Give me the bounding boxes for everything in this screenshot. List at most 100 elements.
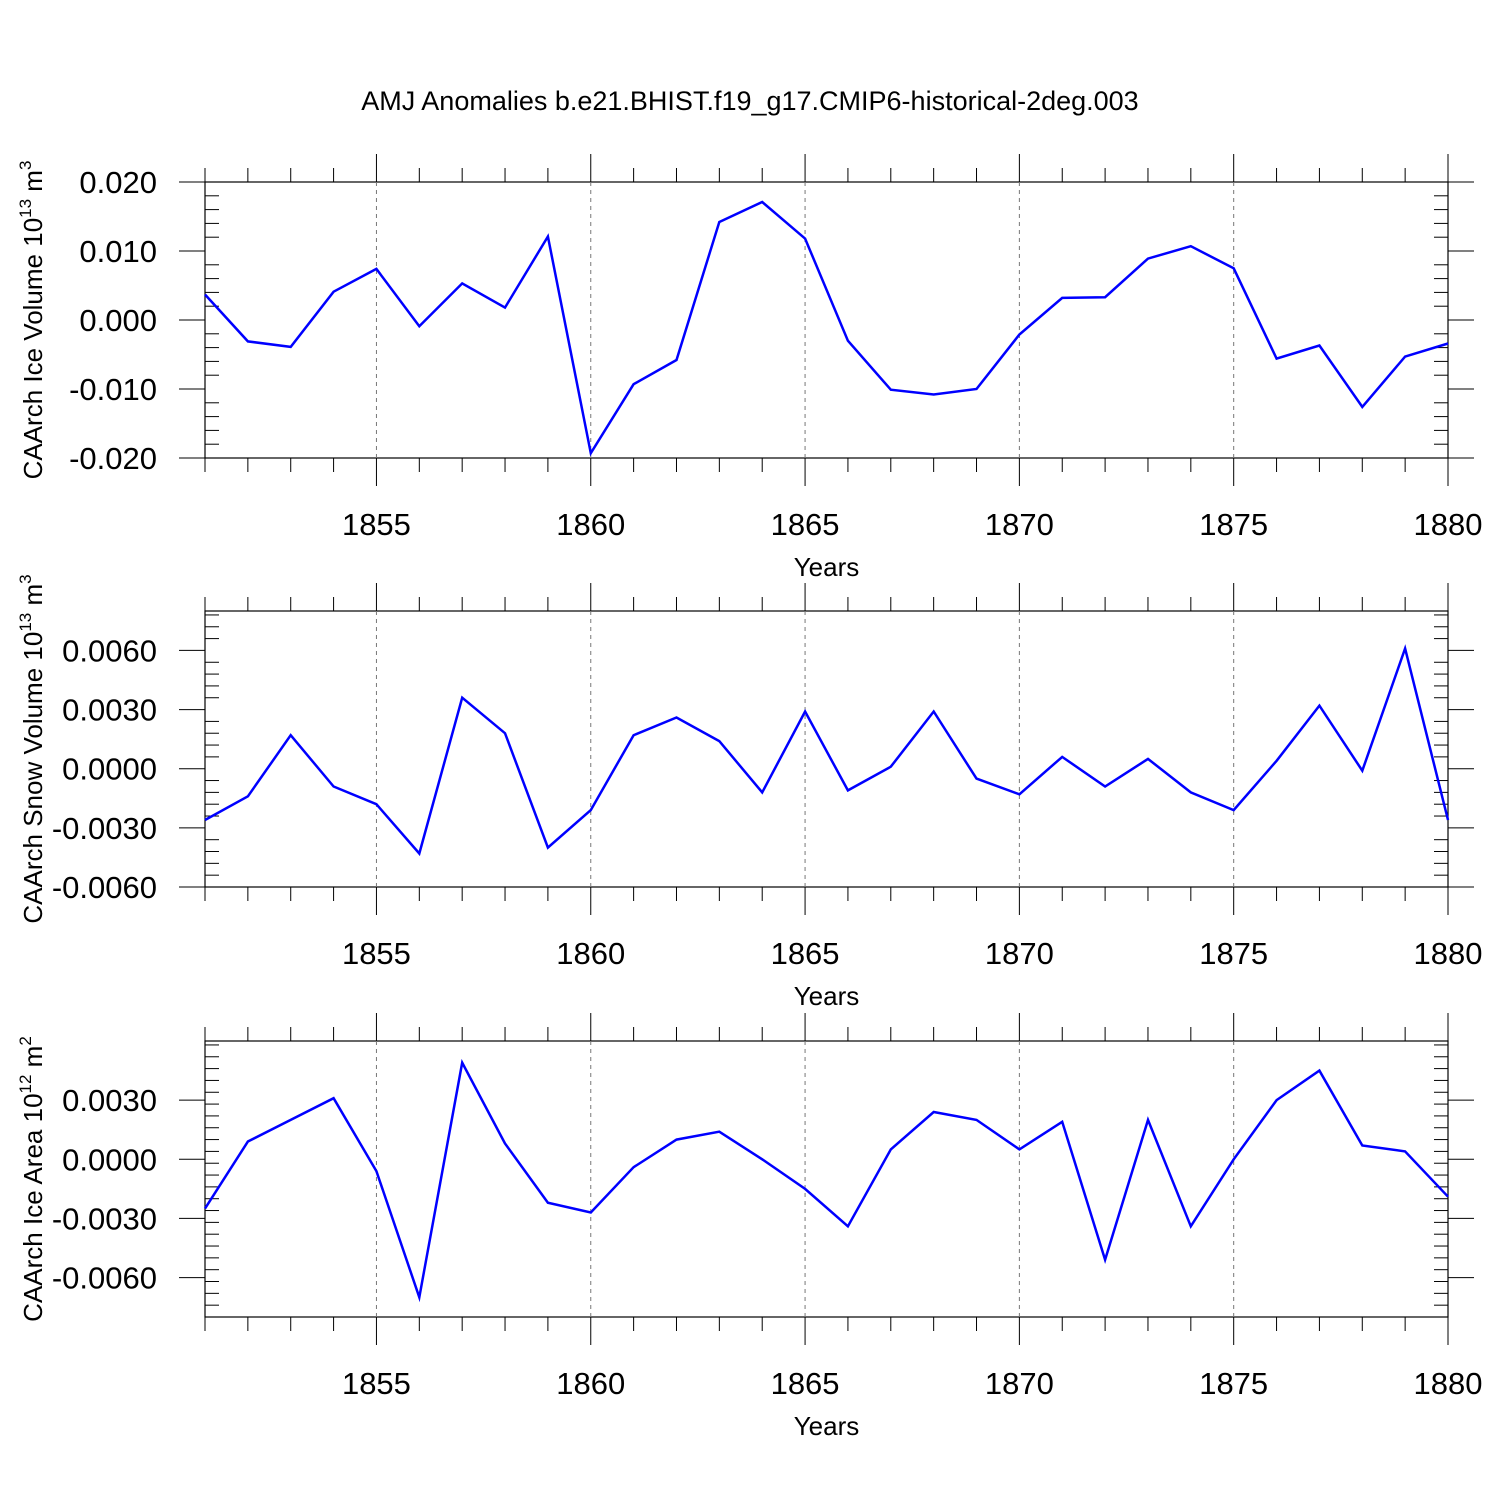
x-tick-label: 1880 bbox=[1414, 936, 1483, 971]
data-point bbox=[203, 818, 207, 822]
data-point bbox=[289, 733, 293, 737]
y-tick-label: -0.0060 bbox=[52, 870, 157, 905]
data-point bbox=[289, 1118, 293, 1122]
data-point bbox=[417, 324, 421, 328]
x-tick-label: 1855 bbox=[342, 936, 411, 971]
data-point bbox=[589, 808, 593, 812]
data-point bbox=[975, 387, 979, 391]
x-tick-label: 1880 bbox=[1414, 507, 1483, 542]
y-tick-label: -0.010 bbox=[69, 372, 157, 407]
data-point bbox=[203, 1207, 207, 1211]
x-tick-label: 1855 bbox=[342, 507, 411, 542]
y-axis-label: CAArch Ice Volume 1013 m3 bbox=[16, 161, 48, 480]
data-point bbox=[975, 777, 979, 781]
plot-frame bbox=[204, 1040, 1449, 1318]
data-point bbox=[1232, 266, 1236, 270]
data-point bbox=[1446, 1195, 1450, 1199]
x-tick-label: 1875 bbox=[1199, 507, 1268, 542]
x-tick-label: 1875 bbox=[1199, 936, 1268, 971]
series-line bbox=[204, 644, 1450, 857]
data-point bbox=[889, 388, 893, 392]
data-point bbox=[1360, 769, 1364, 773]
x-tick-label: 1880 bbox=[1414, 1366, 1483, 1401]
data-point bbox=[332, 784, 336, 788]
data-point bbox=[632, 382, 636, 386]
data-point bbox=[1103, 1258, 1107, 1262]
data-point bbox=[417, 851, 421, 855]
data-point bbox=[1275, 357, 1279, 361]
y-tick-label: 0.0060 bbox=[62, 633, 157, 668]
panel-2: -0.0060 -0.0030 0.0000 0.0030 0.0060 1855 1860… bbox=[16, 574, 1482, 1011]
x-axis-label: Years bbox=[794, 552, 860, 582]
data-point bbox=[1360, 1143, 1364, 1147]
y-tick-label: -0.020 bbox=[69, 441, 157, 476]
data-point bbox=[889, 1147, 893, 1151]
data-point bbox=[1103, 295, 1107, 299]
x-tick-label: 1855 bbox=[342, 1366, 411, 1401]
x-tick-label: 1865 bbox=[771, 1366, 840, 1401]
data-point bbox=[503, 1142, 507, 1146]
data-point bbox=[1060, 755, 1064, 759]
data-point bbox=[1317, 1069, 1321, 1073]
data-point bbox=[1232, 808, 1236, 812]
data-point bbox=[1146, 757, 1150, 761]
x-tick-label: 1860 bbox=[556, 1366, 625, 1401]
panel-1: -0.020 -0.010 0.000 0.010 0.020 1855 1860 1865 1… bbox=[16, 154, 1482, 582]
data-point bbox=[717, 739, 721, 743]
y-tick-label: -0.0030 bbox=[52, 1201, 157, 1236]
data-point bbox=[1189, 1224, 1193, 1228]
data-point bbox=[1017, 332, 1021, 336]
x-tick-label: 1860 bbox=[556, 936, 625, 971]
data-point bbox=[332, 290, 336, 294]
series-line bbox=[203, 1058, 1449, 1303]
data-point bbox=[932, 393, 936, 397]
data-point bbox=[246, 794, 250, 798]
data-point bbox=[632, 733, 636, 737]
data-point bbox=[1446, 341, 1450, 345]
data-point bbox=[932, 710, 936, 714]
data-point bbox=[1232, 1157, 1236, 1161]
data-point bbox=[460, 1061, 464, 1065]
plot-frame bbox=[204, 181, 1449, 459]
data-point bbox=[674, 715, 678, 719]
data-point bbox=[332, 1096, 336, 1100]
x-tick-label: 1870 bbox=[985, 1366, 1054, 1401]
data-point bbox=[1317, 704, 1321, 708]
data-point bbox=[932, 1110, 936, 1114]
y-axis-label: CAArch Ice Area 1012 m2 bbox=[16, 1036, 48, 1322]
data-point bbox=[246, 339, 250, 343]
y-tick-label: -0.0060 bbox=[52, 1261, 157, 1296]
data-point bbox=[546, 846, 550, 850]
data-point bbox=[1146, 1118, 1150, 1122]
data-point bbox=[975, 1118, 979, 1122]
data-point bbox=[717, 220, 721, 224]
data-point bbox=[803, 710, 807, 714]
data-point bbox=[1189, 790, 1193, 794]
panel-3: -0.0060 -0.0030 0.0000 0.0030 1855 1860 1865 18… bbox=[16, 1013, 1482, 1441]
data-point bbox=[1060, 1120, 1064, 1124]
data-point bbox=[460, 281, 464, 285]
data-point bbox=[1060, 296, 1064, 300]
data-point bbox=[674, 358, 678, 362]
data-point bbox=[803, 1187, 807, 1191]
data-point bbox=[589, 451, 593, 455]
data-point bbox=[246, 1140, 250, 1144]
data-point bbox=[889, 765, 893, 769]
data-point bbox=[1103, 784, 1107, 788]
data-point bbox=[846, 788, 850, 792]
y-tick-label: -0.0030 bbox=[52, 811, 157, 846]
data-point bbox=[417, 1295, 421, 1299]
series-line bbox=[204, 200, 1449, 457]
y-tick-label: 0.0000 bbox=[62, 752, 157, 787]
data-point bbox=[1275, 1098, 1279, 1102]
x-axis-label: Years bbox=[794, 1411, 860, 1441]
data-point bbox=[374, 802, 378, 806]
data-point bbox=[289, 345, 293, 349]
y-tick-label: 0.0030 bbox=[62, 693, 157, 728]
chart-title: AMJ Anomalies b.e21.BHIST.f19_g17.CMIP6-… bbox=[361, 86, 1138, 116]
x-tick-label: 1865 bbox=[771, 507, 840, 542]
y-tick-label: 0.020 bbox=[79, 165, 157, 200]
data-point bbox=[1403, 646, 1407, 650]
data-point bbox=[846, 339, 850, 343]
data-point bbox=[1146, 257, 1150, 261]
